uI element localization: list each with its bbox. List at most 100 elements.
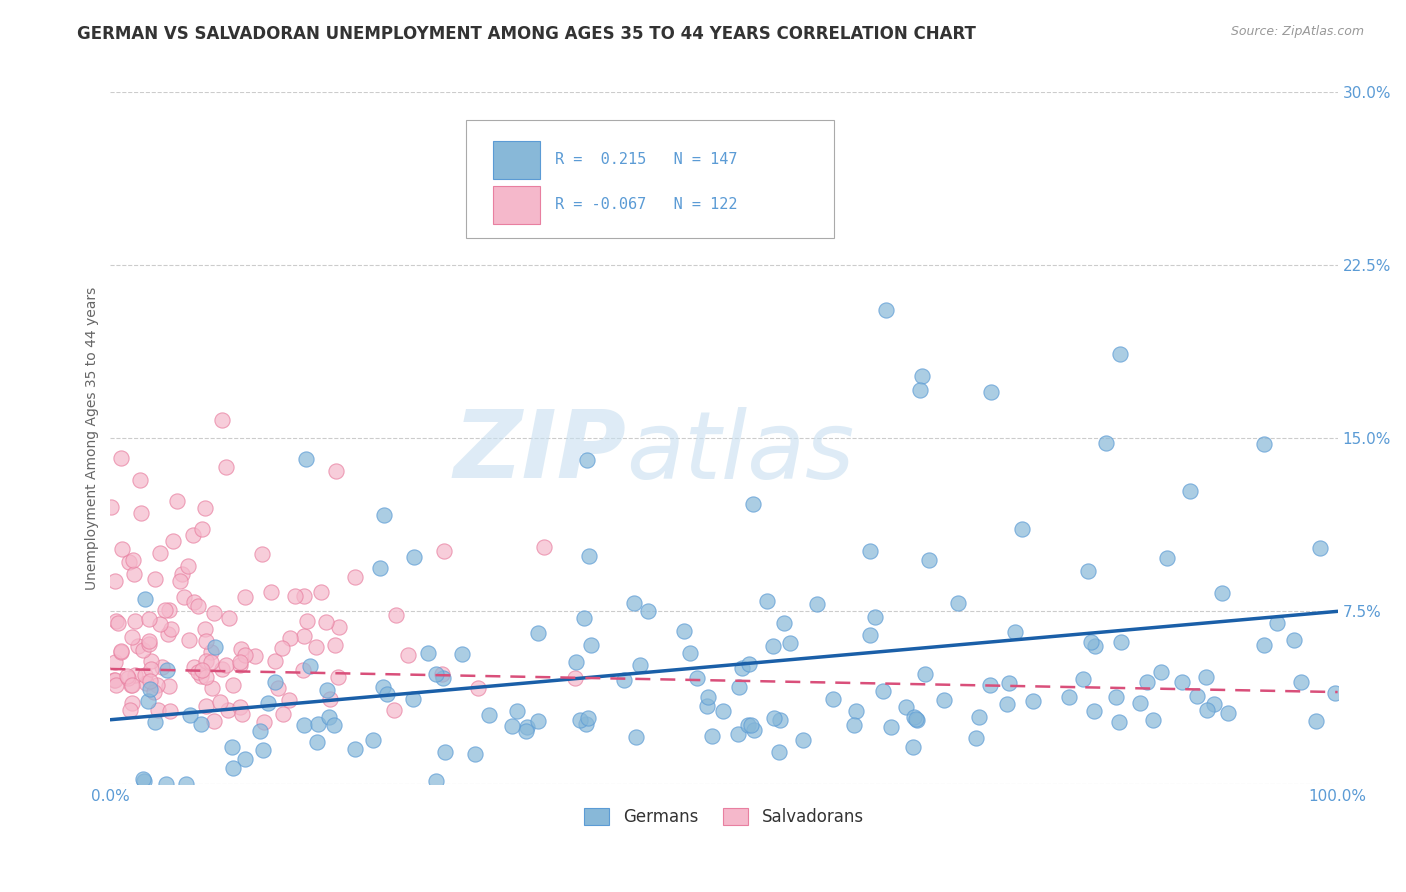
- Point: [157, 627, 180, 641]
- Point: [271, 706, 294, 721]
- Point: [181, 528, 204, 542]
- Point: [162, 533, 184, 548]
- Point: [579, 638, 602, 652]
- Point: [371, 680, 394, 694]
- Point: [845, 704, 868, 718]
- Point: [792, 732, 814, 747]
- Point: [157, 679, 180, 693]
- Point: [138, 612, 160, 626]
- Point: [375, 687, 398, 701]
- Point: [153, 603, 176, 617]
- Point: [565, 655, 588, 669]
- Point: [821, 692, 844, 706]
- Point: [278, 693, 301, 707]
- Point: [129, 473, 152, 487]
- Point: [138, 633, 160, 648]
- Point: [228, 699, 250, 714]
- Point: [326, 670, 349, 684]
- Point: [1305, 714, 1327, 729]
- Point: [323, 718, 346, 732]
- Point: [107, 615, 129, 630]
- Point: [222, 677, 245, 691]
- Point: [901, 739, 924, 754]
- Text: GERMAN VS SALVADORAN UNEMPLOYMENT AMONG AGES 35 TO 44 YEARS CORRELATION CHART: GERMAN VS SALVADORAN UNEMPLOYMENT AMONG …: [77, 25, 976, 43]
- Point: [451, 647, 474, 661]
- Point: [880, 720, 903, 734]
- Point: [141, 655, 163, 669]
- Point: [418, 646, 440, 660]
- Point: [146, 678, 169, 692]
- Point: [143, 573, 166, 587]
- Point: [305, 640, 328, 655]
- Point: [501, 719, 523, 733]
- Point: [298, 658, 321, 673]
- Text: R =  0.215   N = 147: R = 0.215 N = 147: [555, 152, 737, 167]
- Point: [204, 640, 226, 655]
- Point: [1057, 690, 1080, 704]
- Point: [464, 747, 486, 762]
- Point: [1071, 673, 1094, 687]
- Point: [872, 684, 894, 698]
- Point: [221, 739, 243, 754]
- Point: [195, 654, 218, 668]
- Point: [104, 655, 127, 669]
- Point: [231, 707, 253, 722]
- Point: [396, 648, 419, 663]
- Point: [576, 710, 599, 724]
- Point: [204, 606, 226, 620]
- Point: [177, 558, 200, 573]
- FancyBboxPatch shape: [467, 120, 835, 237]
- Point: [875, 303, 897, 318]
- Point: [679, 646, 702, 660]
- FancyBboxPatch shape: [494, 141, 540, 179]
- Point: [187, 599, 209, 614]
- Point: [173, 590, 195, 604]
- Point: [1080, 635, 1102, 649]
- Point: [432, 666, 454, 681]
- Point: [673, 624, 696, 639]
- Point: [218, 611, 240, 625]
- Point: [1171, 675, 1194, 690]
- Point: [135, 676, 157, 690]
- Point: [121, 553, 143, 567]
- Y-axis label: Unemployment Among Ages 35 to 44 years: Unemployment Among Ages 35 to 44 years: [86, 286, 100, 590]
- Point: [179, 632, 201, 647]
- Point: [425, 773, 447, 788]
- Point: [516, 720, 538, 734]
- Point: [174, 777, 197, 791]
- Point: [1211, 585, 1233, 599]
- Point: [344, 570, 367, 584]
- Point: [572, 611, 595, 625]
- Point: [124, 615, 146, 629]
- Point: [1216, 706, 1239, 720]
- Point: [190, 668, 212, 682]
- Point: [325, 464, 347, 478]
- Point: [727, 727, 749, 741]
- Text: ZIP: ZIP: [453, 406, 626, 498]
- Point: [208, 695, 231, 709]
- Point: [623, 596, 645, 610]
- Point: [291, 663, 314, 677]
- Point: [1282, 632, 1305, 647]
- Point: [195, 698, 218, 713]
- Point: [564, 671, 586, 685]
- Point: [979, 678, 1001, 692]
- Point: [263, 654, 285, 668]
- Point: [266, 681, 288, 696]
- Point: [103, 673, 125, 687]
- Point: [134, 774, 156, 789]
- Point: [385, 607, 408, 622]
- Point: [613, 673, 636, 687]
- Point: [233, 648, 256, 662]
- Point: [914, 666, 936, 681]
- Point: [318, 710, 340, 724]
- Point: [1084, 639, 1107, 653]
- Point: [1265, 615, 1288, 630]
- Point: [110, 451, 132, 466]
- Point: [932, 693, 955, 707]
- Point: [1289, 675, 1312, 690]
- Point: [905, 714, 928, 728]
- Point: [309, 585, 332, 599]
- Point: [700, 729, 723, 743]
- Point: [134, 668, 156, 682]
